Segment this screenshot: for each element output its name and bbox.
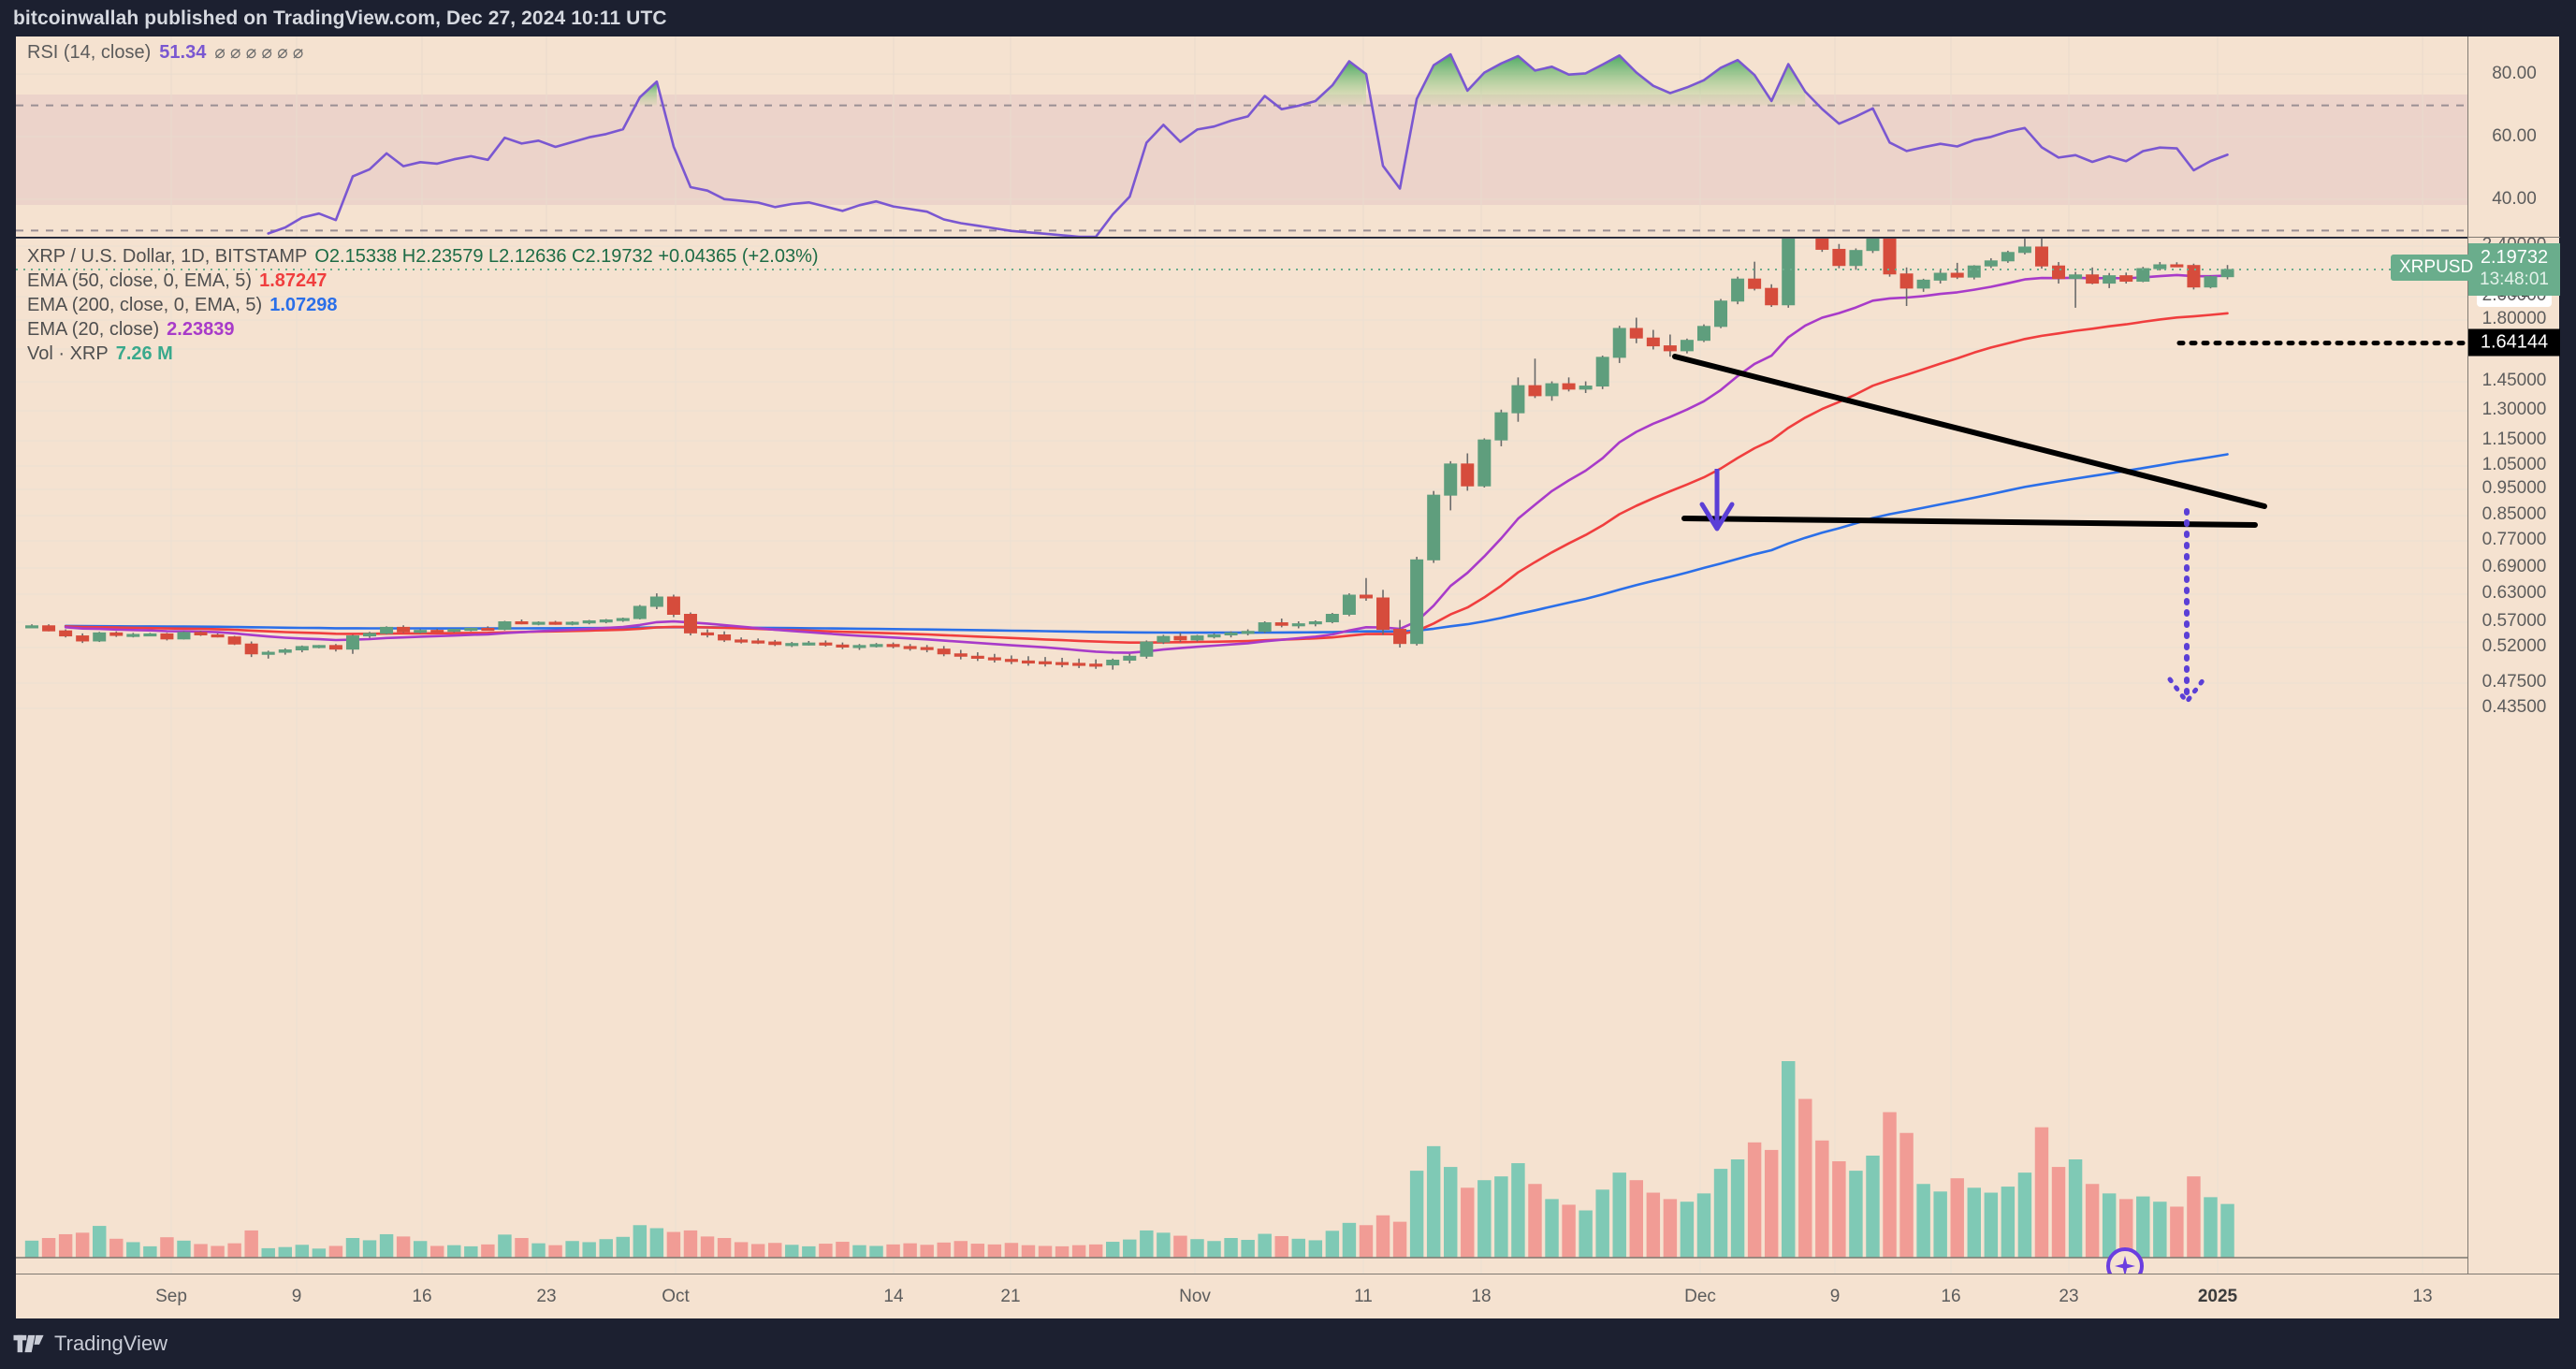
time-axis-tick: Nov (1179, 1287, 1211, 1306)
price-axis-tick: 0.69000 (2481, 557, 2547, 576)
price-axis-tick: 0.85000 (2481, 504, 2547, 524)
rsi-axis-tick: 80.00 (2492, 64, 2537, 84)
time-axis-tick: 16 (412, 1287, 432, 1306)
time-axis-tick: 16 (1941, 1287, 1961, 1306)
price-axis-tick: 0.77000 (2481, 530, 2547, 549)
sparkle-icon (2115, 1256, 2135, 1276)
legend-row-ema50: EMA (50, close, 0, EMA, 5) 1.87247 (27, 269, 819, 293)
rsi-axis-tick: 60.00 (2492, 126, 2537, 146)
time-axis[interactable]: Sep 9 16 23 Oct 14 21 Nov 11 18 Dec 9 16 23 2025 13 (16, 1274, 2559, 1318)
legend-ema200-label: EMA (200, close, 0, EMA, 5) (27, 295, 263, 315)
price-axis-tick: 0.52000 (2481, 636, 2547, 656)
time-axis-tick: Dec (1684, 1287, 1716, 1306)
time-axis-tick: 9 (1829, 1287, 1841, 1306)
last-price-value: 2.19732 (2480, 247, 2549, 268)
rsi-legend-title: RSI (14, close) (27, 42, 152, 63)
price-axis-tick: 0.63000 (2481, 583, 2547, 603)
axis-divider (2468, 237, 2560, 238)
last-price-badge[interactable]: 2.19732 13:48:01 (2468, 243, 2560, 296)
time-axis-tick: 23 (536, 1287, 557, 1306)
rsi-null-markers: ⌀ ⌀ ⌀ ⌀ ⌀ ⌀ (214, 43, 304, 63)
publisher-bar: bitcoinwallah published on TradingView.c… (0, 0, 2576, 37)
price-axis-tick: 0.95000 (2481, 478, 2547, 498)
legend-row-symbol: XRP / U.S. Dollar, 1D, BITSTAMP O2.15338… (27, 244, 819, 269)
legend-symbol: XRP / U.S. Dollar, 1D, BITSTAMP (27, 246, 308, 267)
legend-row-ema200: EMA (200, close, 0, EMA, 5) 1.07298 (27, 293, 819, 317)
last-price-countdown: 13:48:01 (2480, 269, 2549, 289)
tradingview-logo-icon (13, 1334, 44, 1353)
legend-ohlc: O2.15338 H2.23579 L2.12636 C2.19732 +0.0… (314, 246, 819, 267)
time-axis-tick: 14 (883, 1287, 904, 1306)
price-legend: XRP / U.S. Dollar, 1D, BITSTAMP O2.15338… (27, 244, 819, 366)
footer-bar: TradingView (0, 1318, 2576, 1369)
publisher-text: bitcoinwallah published on TradingView.c… (13, 7, 667, 29)
legend-ema50-label: EMA (50, close, 0, EMA, 5) (27, 270, 253, 291)
legend-ema20-value: 2.23839 (167, 319, 235, 340)
time-axis-tick: 23 (2059, 1287, 2079, 1306)
time-axis-tick: 2025 (2197, 1287, 2238, 1306)
price-axis-tick: 1.80000 (2481, 309, 2547, 328)
footer-brand-label: TradingView (54, 1332, 168, 1355)
legend-ema200-value: 1.07298 (269, 295, 338, 315)
price-axis-tick: 1.15000 (2481, 430, 2547, 449)
price-axis-tick: 1.45000 (2481, 371, 2547, 390)
time-axis-tick: 18 (1471, 1287, 1492, 1306)
legend-ema50-value: 1.87247 (259, 270, 327, 291)
time-axis-tick: 13 (2412, 1287, 2433, 1306)
target-price-badge[interactable]: 1.64144 (2468, 328, 2560, 357)
price-axis-tick: 1.05000 (2481, 455, 2547, 474)
symbol-price-tag[interactable]: XRPUSD (2391, 255, 2482, 281)
time-axis-tick: Oct (662, 1287, 690, 1306)
time-axis-tick: 21 (1000, 1287, 1021, 1306)
time-axis-tick: 11 (1354, 1287, 1373, 1306)
rsi-band-zone (16, 95, 2467, 205)
legend-row-ema20: EMA (20, close) 2.23839 (27, 317, 819, 342)
rsi-chart-svg (16, 36, 2467, 237)
legend-volume-value: 7.26 M (115, 343, 173, 364)
price-axis-tick: 0.57000 (2481, 611, 2547, 631)
price-chart-svg (16, 239, 2467, 1274)
legend-volume-label: Vol · XRP (27, 343, 109, 364)
price-axis-tick: 0.47500 (2481, 672, 2547, 692)
price-axis[interactable]: USD 80.0060.0040.002.400002.000001.80000… (2467, 36, 2560, 1274)
price-axis-tick: 0.43500 (2481, 697, 2547, 717)
price-pane[interactable]: XRP / U.S. Dollar, 1D, BITSTAMP O2.15338… (16, 238, 2467, 1274)
legend-ema20-label: EMA (20, close) (27, 319, 160, 340)
rsi-legend: RSI (14, close) 51.34 ⌀ ⌀ ⌀ ⌀ ⌀ ⌀ (27, 42, 303, 64)
rsi-axis-tick: 40.00 (2492, 188, 2537, 209)
time-axis-tick: Sep (155, 1287, 187, 1306)
legend-row-volume: Vol · XRP 7.26 M (27, 342, 819, 366)
price-axis-tick: 1.30000 (2481, 400, 2547, 419)
time-axis-tick: 9 (291, 1287, 302, 1306)
rsi-pane[interactable]: RSI (14, close) 51.34 ⌀ ⌀ ⌀ ⌀ ⌀ ⌀ (16, 36, 2467, 237)
rsi-legend-value: 51.34 (159, 42, 207, 63)
